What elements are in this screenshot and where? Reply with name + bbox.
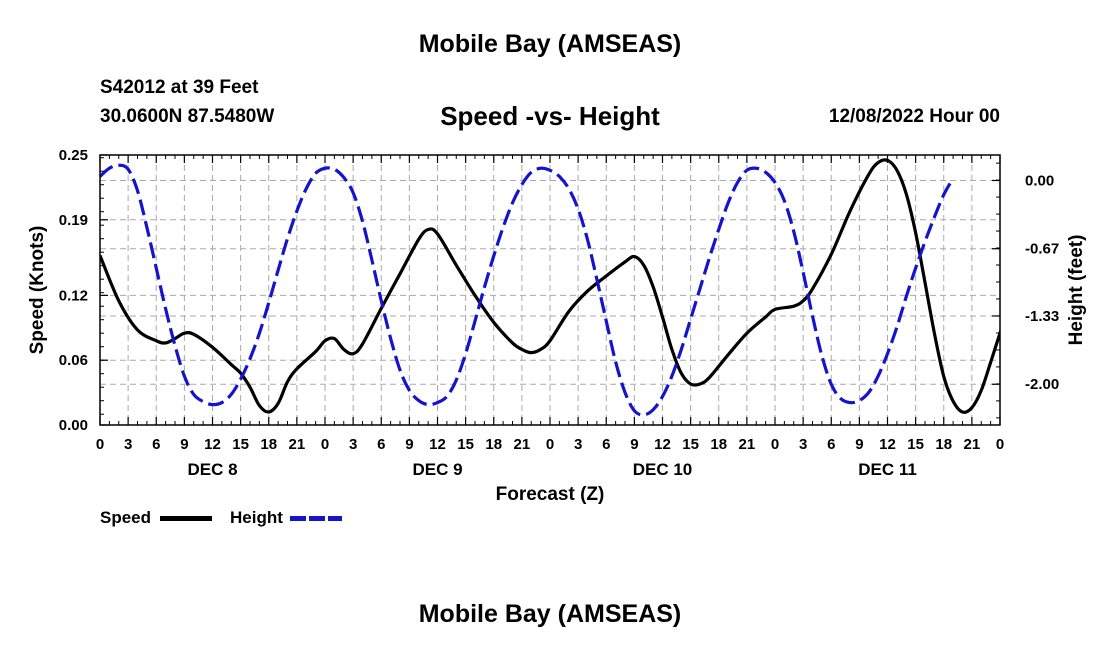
x-tick-label: 3: [574, 436, 582, 453]
x-axis-label: Forecast (Z): [496, 484, 605, 505]
x-tick-label: 21: [514, 436, 531, 453]
x-tick-label: 18: [935, 436, 952, 453]
day-label: DEC 10: [633, 460, 693, 479]
coordinates-label: 30.0600N 87.5480W: [100, 106, 275, 127]
day-label: DEC 9: [412, 460, 462, 479]
y-left-tick-label: 0.19: [59, 212, 88, 229]
x-tick-label: 21: [289, 436, 306, 453]
x-tick-label: 0: [96, 436, 104, 453]
y-axis-right-label: Height (feet): [1066, 235, 1087, 346]
x-tick-label: 9: [630, 436, 638, 453]
y-left-tick-label: 0.12: [59, 287, 88, 304]
legend-height: Height: [230, 508, 283, 528]
speed-height-chart: 0 3 6 9 12 15 18 21 0 3 6 9 12 15 18 21 0 3 6 9 12 15 18 21 0 3 6 9…: [27, 147, 1087, 505]
legend-height-label: Height: [230, 508, 283, 527]
tick-labels: 0 3 6 9 12 15 18 21 0 3 6 9 12 15 18 21 0 3 6 9 12 15 18 21 0 3 6 9…: [59, 147, 1059, 479]
x-tick-label: 15: [232, 436, 249, 453]
y-left-tick-label: 0.25: [59, 147, 88, 164]
y-right-tick-label: 0.00: [1025, 172, 1054, 189]
x-tick-label: 0: [771, 436, 779, 453]
x-tick-label: 9: [855, 436, 863, 453]
x-tick-label: 6: [152, 436, 160, 453]
x-tick-label: 12: [654, 436, 671, 453]
x-tick-label: 9: [180, 436, 188, 453]
x-tick-label: 3: [799, 436, 807, 453]
x-tick-label: 15: [457, 436, 474, 453]
x-tick-label: 15: [682, 436, 699, 453]
x-tick-label: 0: [546, 436, 554, 453]
y-right-tick-label: -2.00: [1025, 376, 1059, 393]
series-layer: [100, 158, 1000, 417]
y-left-tick-label: 0.06: [59, 352, 88, 369]
y-right-tick-label: -1.33: [1025, 308, 1059, 325]
x-tick-label: 6: [377, 436, 385, 453]
x-tick-label: 9: [405, 436, 413, 453]
grid: [100, 155, 1000, 425]
y-right-tick-label: -0.67: [1025, 241, 1059, 258]
x-tick-label: 21: [739, 436, 756, 453]
legend-height-swatch: [290, 516, 342, 521]
x-tick-label: 0: [996, 436, 1004, 453]
x-tick-label: 6: [827, 436, 835, 453]
legend-speed-label: Speed: [100, 508, 152, 527]
y-axis-left-label: Speed (Knots): [27, 226, 48, 355]
x-tick-label: 12: [879, 436, 896, 453]
legend-speed: Speed: [100, 508, 151, 528]
footer-title: Mobile Bay (AMSEAS): [418, 600, 682, 628]
x-tick-label: 0: [321, 436, 329, 453]
issue-time-label: 12/08/2022 Hour 00: [828, 106, 1000, 127]
x-tick-label: 18: [260, 436, 277, 453]
series-height-line: [100, 163, 955, 417]
x-tick-label: 6: [602, 436, 610, 453]
x-tick-label: 12: [429, 436, 446, 453]
x-tick-label: 12: [204, 436, 221, 453]
station-label: S42012 at 39 Feet: [100, 77, 259, 98]
x-tick-label: 21: [964, 436, 981, 453]
ticks: [99, 154, 1001, 426]
chart-title: Mobile Bay (AMSEAS): [418, 30, 682, 58]
day-label: DEC 8: [187, 460, 237, 479]
y-left-tick-label: 0.00: [59, 417, 88, 434]
chart-subtitle: Speed -vs- Height: [440, 101, 660, 131]
x-tick-label: 18: [485, 436, 502, 453]
legend-speed-swatch: [160, 516, 212, 521]
x-tick-label: 3: [349, 436, 357, 453]
x-tick-label: 18: [710, 436, 727, 453]
x-tick-label: 3: [124, 436, 132, 453]
series-speed-line: [100, 158, 1000, 414]
day-label: DEC 11: [858, 460, 917, 479]
x-tick-label: 15: [907, 436, 924, 453]
